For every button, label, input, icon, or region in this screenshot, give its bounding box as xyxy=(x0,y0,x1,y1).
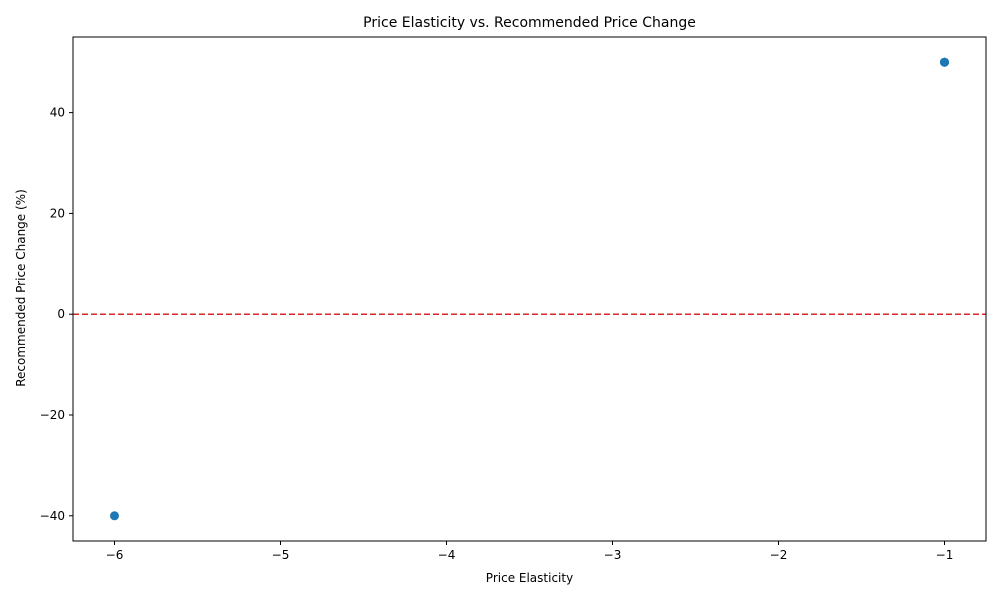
y-tick-label: 40 xyxy=(50,106,65,120)
data-points xyxy=(110,57,949,521)
data-point xyxy=(940,57,949,67)
x-tick-label: −2 xyxy=(770,548,788,562)
data-point xyxy=(110,511,119,521)
y-axis-label: Recommended Price Change (%) xyxy=(14,189,28,387)
x-axis-label: Price Elasticity xyxy=(486,571,573,585)
y-tick-label: −40 xyxy=(40,509,65,523)
x-tick-label: −5 xyxy=(272,548,290,562)
axes xyxy=(72,36,987,542)
y-tick-label: 20 xyxy=(50,206,65,220)
x-tick-label: −3 xyxy=(604,548,622,562)
x-tick-label: −6 xyxy=(106,548,124,562)
x-tick-label: −4 xyxy=(438,548,456,562)
plot-frame xyxy=(72,36,987,542)
y-tick-label: −20 xyxy=(40,408,65,422)
x-tick-label: −1 xyxy=(936,548,954,562)
chart-title: Price Elasticity vs. Recommended Price C… xyxy=(363,15,696,31)
tick-labels: −6 −5 −4 −3 −2 −1 −40 −20 0 20 40 xyxy=(40,106,954,562)
y-tick-label: 0 xyxy=(57,307,65,321)
